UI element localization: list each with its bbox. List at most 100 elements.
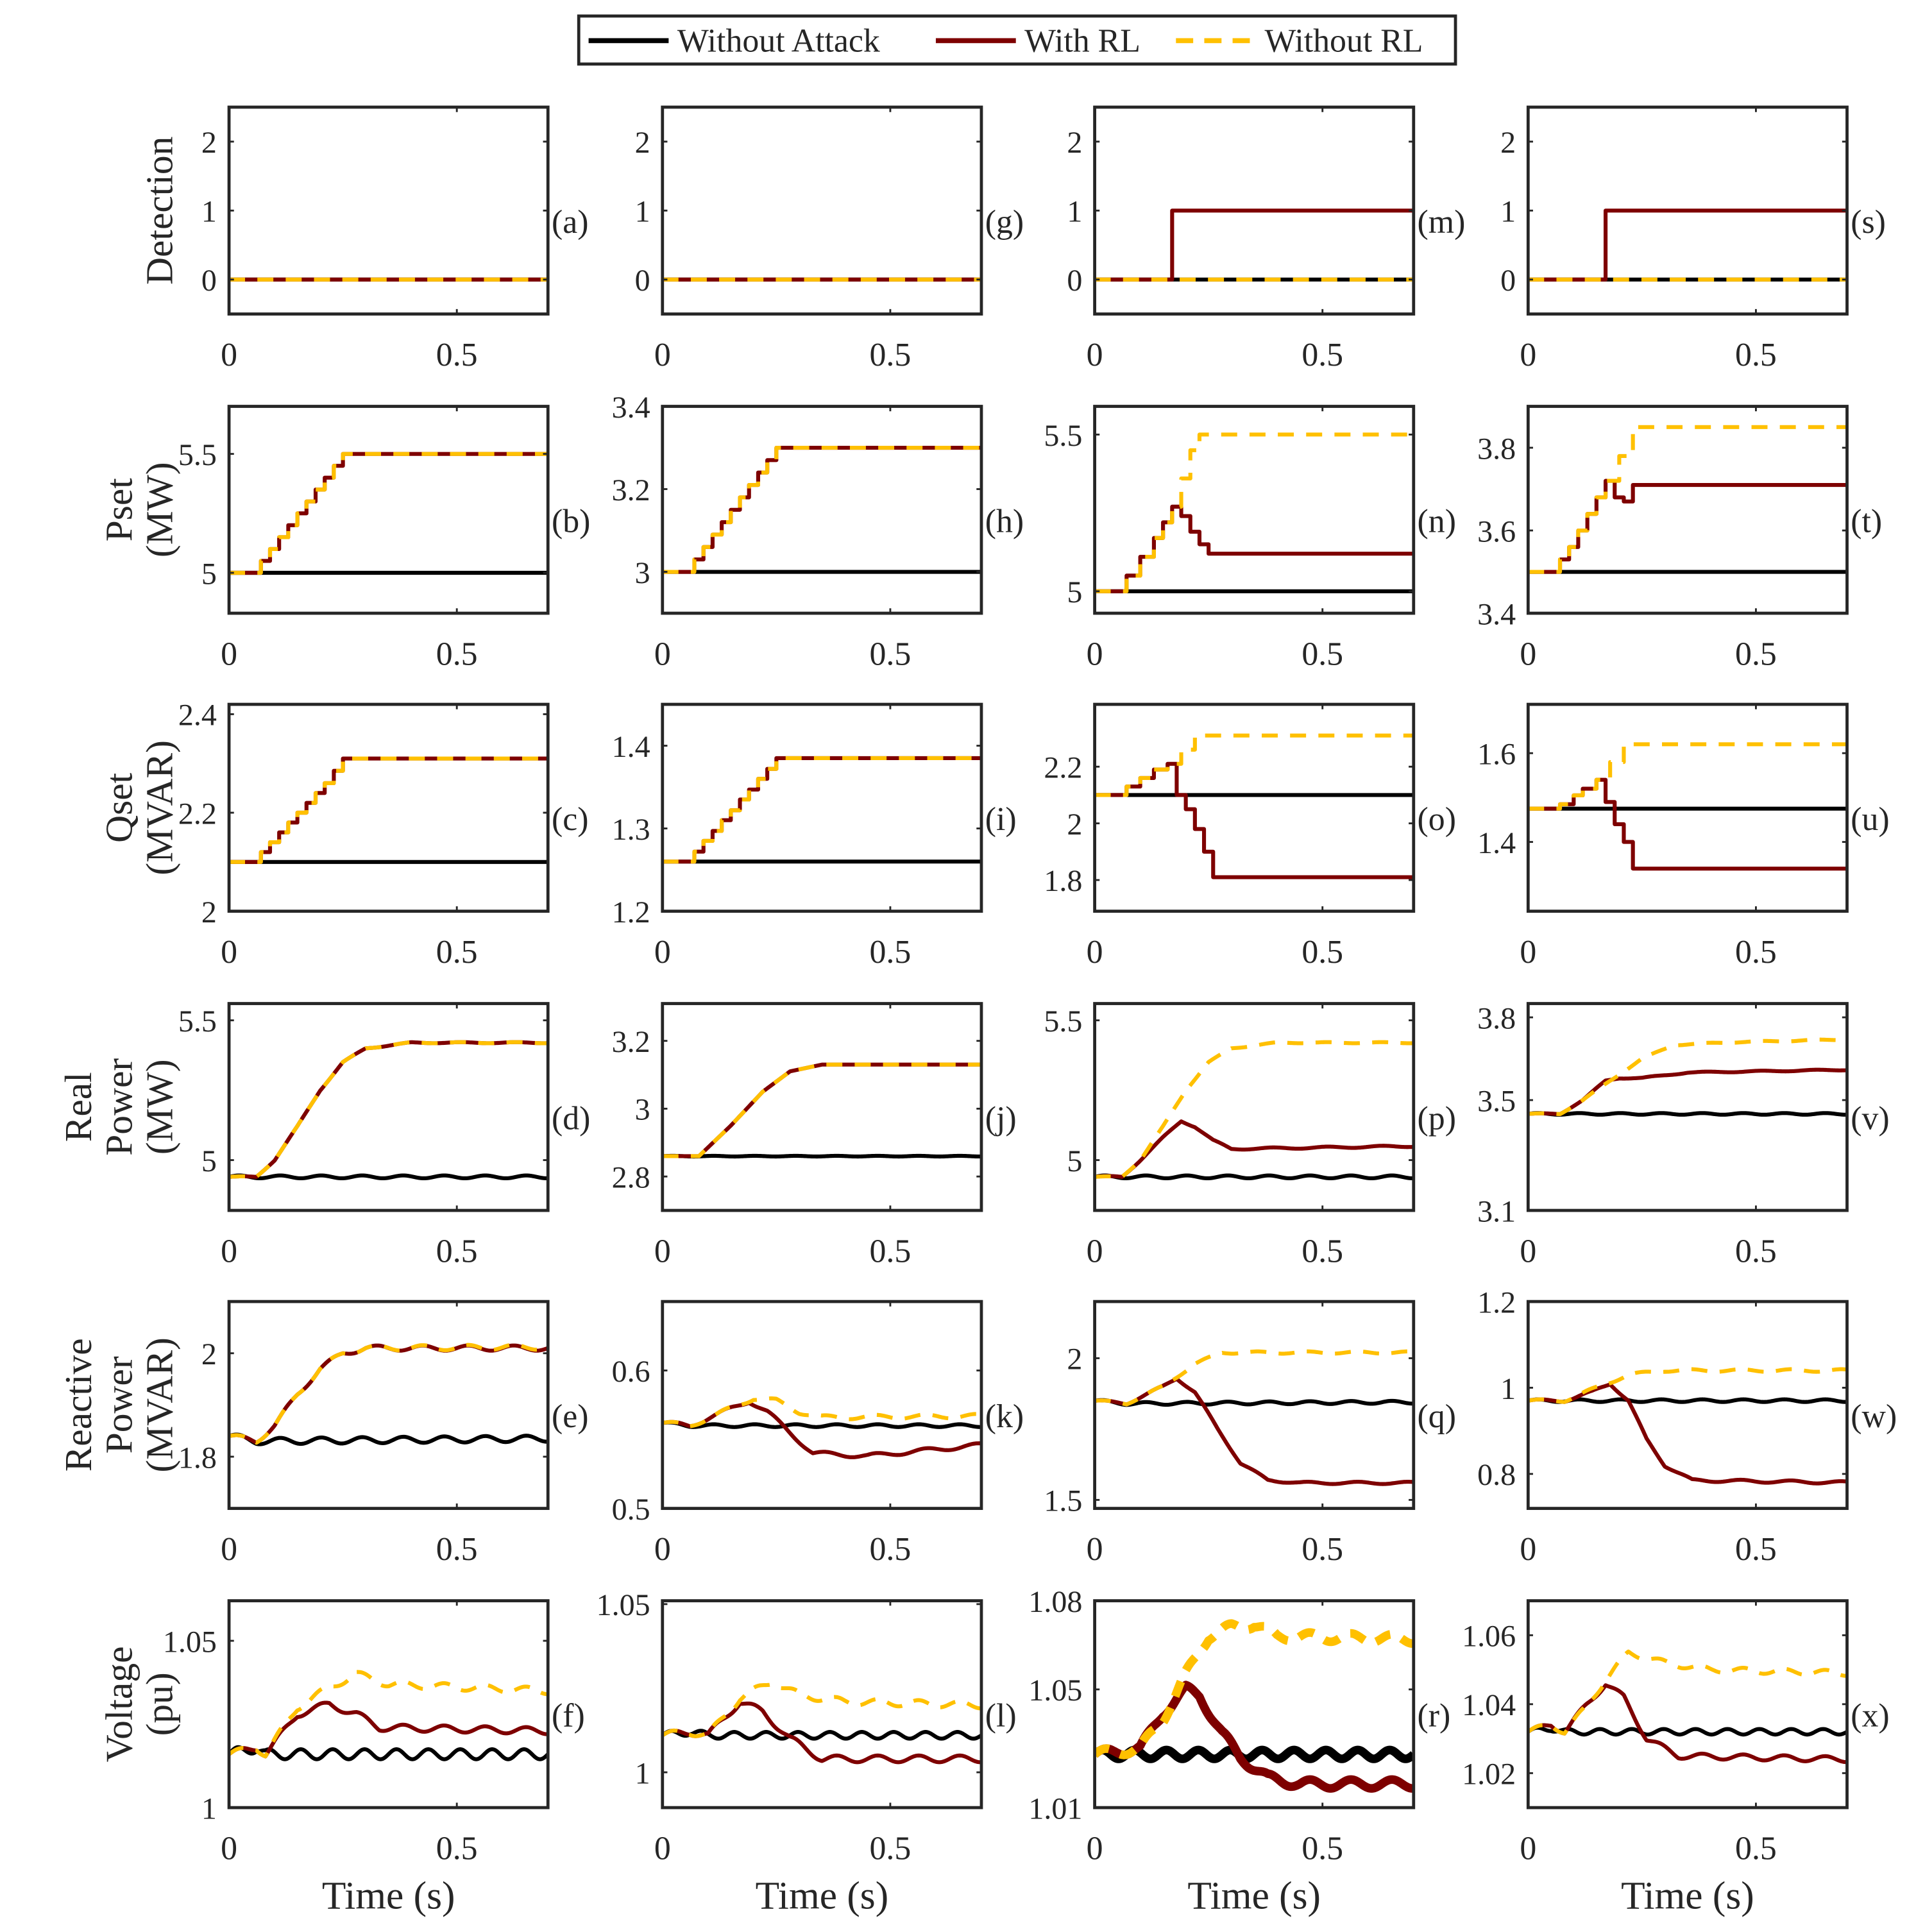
panel-label: (x) [1851, 1697, 1889, 1734]
series-line-without-rl [1528, 742, 1847, 811]
x-tick-label: 0.5 [1735, 1233, 1777, 1270]
y-tick-label: 1 [201, 1792, 217, 1826]
series-line-with-rl [1528, 1382, 1847, 1486]
y-tick-label: 2 [1500, 126, 1516, 160]
x-tick-label: 0.5 [1735, 1531, 1777, 1568]
series-line-without-rl [662, 445, 981, 574]
series-line-without-rl [1094, 432, 1414, 593]
x-tick-label: 0.5 [870, 1531, 911, 1568]
series-line-with-rl [662, 1701, 981, 1765]
axes-box [1093, 1300, 1416, 1511]
y-tick-label: 3.8 [1477, 1001, 1516, 1035]
y-tick-label: 1.05 [163, 1625, 217, 1659]
panel-label: (g) [985, 204, 1024, 241]
subplot-l: 0 0.5 1 1.05 (l) Time (s) [597, 1588, 1017, 1917]
row-ylabel: (pu) [139, 1672, 181, 1736]
x-tick-label: 0 [1087, 1233, 1103, 1270]
series-line-with-rl [229, 756, 548, 864]
row-ylabel: Detection [139, 137, 181, 285]
y-tick-label: 1.2 [612, 895, 650, 929]
panel-label: (l) [985, 1697, 1017, 1734]
y-tick-label: 1 [635, 1756, 650, 1790]
y-tick-label: 0 [1067, 264, 1082, 298]
y-tick-label: 1.5 [1044, 1484, 1082, 1518]
panel-label: (i) [985, 801, 1017, 838]
row-labels: DetectionPset(MW)Qset(MVAR)RealPower(MW)… [57, 137, 181, 1763]
series-line-without-attack [1528, 1725, 1847, 1737]
y-tick-label: 3.4 [1477, 597, 1516, 631]
series-line-without-rl [662, 756, 981, 864]
x-tick-label: 0 [221, 1831, 237, 1867]
y-tick-label: 5 [1067, 575, 1082, 609]
y-tick-label: 2 [201, 126, 217, 160]
x-tick-label: 0.5 [870, 337, 911, 373]
panel-label: (w) [1851, 1398, 1897, 1435]
panel-label: (n) [1418, 503, 1456, 539]
y-tick-label: 0.5 [612, 1493, 650, 1527]
series-line-with-rl [1528, 777, 1847, 871]
series-line-with-rl [662, 1401, 981, 1459]
series-line-without-attack [1094, 1173, 1414, 1181]
series-line-with-rl [1094, 761, 1414, 879]
row-ylabel: Qset [97, 772, 140, 843]
panel-label: (v) [1851, 1100, 1889, 1137]
series-line-with-rl [1094, 1377, 1414, 1486]
subplot-b: 0 0.5 5 5.5 (b) [178, 405, 590, 673]
y-tick-label: 2 [1067, 1343, 1082, 1377]
y-tick-label: 0.6 [612, 1355, 650, 1389]
subplot-e: 0 0.5 1.8 2 (e) [178, 1300, 589, 1568]
x-tick-label: 0.5 [1735, 1831, 1777, 1867]
panel-label: (e) [552, 1398, 589, 1435]
series-line-with-rl [229, 1343, 548, 1445]
y-tick-label: 0.8 [1477, 1458, 1516, 1492]
y-tick-label: 1.2 [1477, 1285, 1516, 1319]
x-tick-label: 0.5 [1301, 636, 1343, 673]
y-tick-label: 1.04 [1462, 1688, 1516, 1722]
subplot-k: 0 0.50.50.6(k) [612, 1300, 1024, 1568]
series-line-with-rl [1528, 479, 1847, 574]
y-tick-label: 3 [635, 1093, 650, 1127]
series-line-without-rl [229, 1670, 548, 1759]
series-line-without-attack [662, 1153, 981, 1159]
subplot-j: 0 0.5 2.8 3 3.2 (j) [612, 1002, 1017, 1270]
axes-box [227, 105, 550, 316]
y-tick-label: 1 [1067, 195, 1082, 229]
y-tick-label: 2 [201, 895, 217, 929]
x-tick-label: 0 [1520, 1531, 1536, 1568]
panel-label: (m) [1418, 204, 1466, 241]
subplot-i: 0 0.5 1.2 1.3 1.4 (i) [612, 702, 1017, 970]
series-line-without-rl [1094, 1349, 1414, 1407]
series-line-without-attack [1094, 1745, 1414, 1763]
y-tick-label: 5 [1067, 1144, 1082, 1178]
series-line-without-rl [229, 452, 548, 575]
x-tick-label: 0 [654, 1233, 671, 1270]
y-tick-label: 1 [201, 195, 217, 229]
y-tick-label: 3.5 [1477, 1084, 1516, 1118]
series-line-without-rl [1094, 1040, 1414, 1179]
subplot-r: 0 0.5 1.01 1.05 1.08 (r) Time (s) [1028, 1585, 1450, 1918]
subplot-n: 0 0.5 5 5.5 (n) [1044, 405, 1456, 673]
series-line-with-rl [1094, 1119, 1414, 1179]
x-tick-label: 0.5 [870, 934, 911, 970]
axes-box [1526, 702, 1849, 913]
row-ylabel: (MVAR) [139, 740, 181, 876]
row-ylabel: Power [97, 1058, 140, 1156]
y-tick-label: 0 [201, 264, 217, 298]
axes-box [227, 702, 550, 913]
subplot-t: 0 0.5 3.4 3.6 3.8 (t) [1477, 405, 1882, 673]
x-tick-label: 0.5 [1735, 337, 1777, 373]
series-line-without-rl [662, 1396, 981, 1428]
axes-box [1093, 702, 1416, 913]
x-tick-label: 0 [221, 337, 237, 373]
x-tick-label: 0.5 [870, 1233, 911, 1270]
y-tick-label: 1.05 [597, 1588, 650, 1622]
x-tick-label: 0.5 [1301, 934, 1343, 970]
series-line-with-rl [662, 445, 981, 574]
y-tick-label: 2.8 [612, 1160, 650, 1194]
subplot-v: 0 0.5 3.1 3.5 3.8 (v) [1477, 1001, 1890, 1269]
panel-label: (j) [985, 1100, 1017, 1137]
x-tick-label: 0.5 [1301, 1233, 1343, 1270]
panel-label: (a) [552, 204, 589, 241]
series-line-without-attack [229, 1173, 548, 1181]
